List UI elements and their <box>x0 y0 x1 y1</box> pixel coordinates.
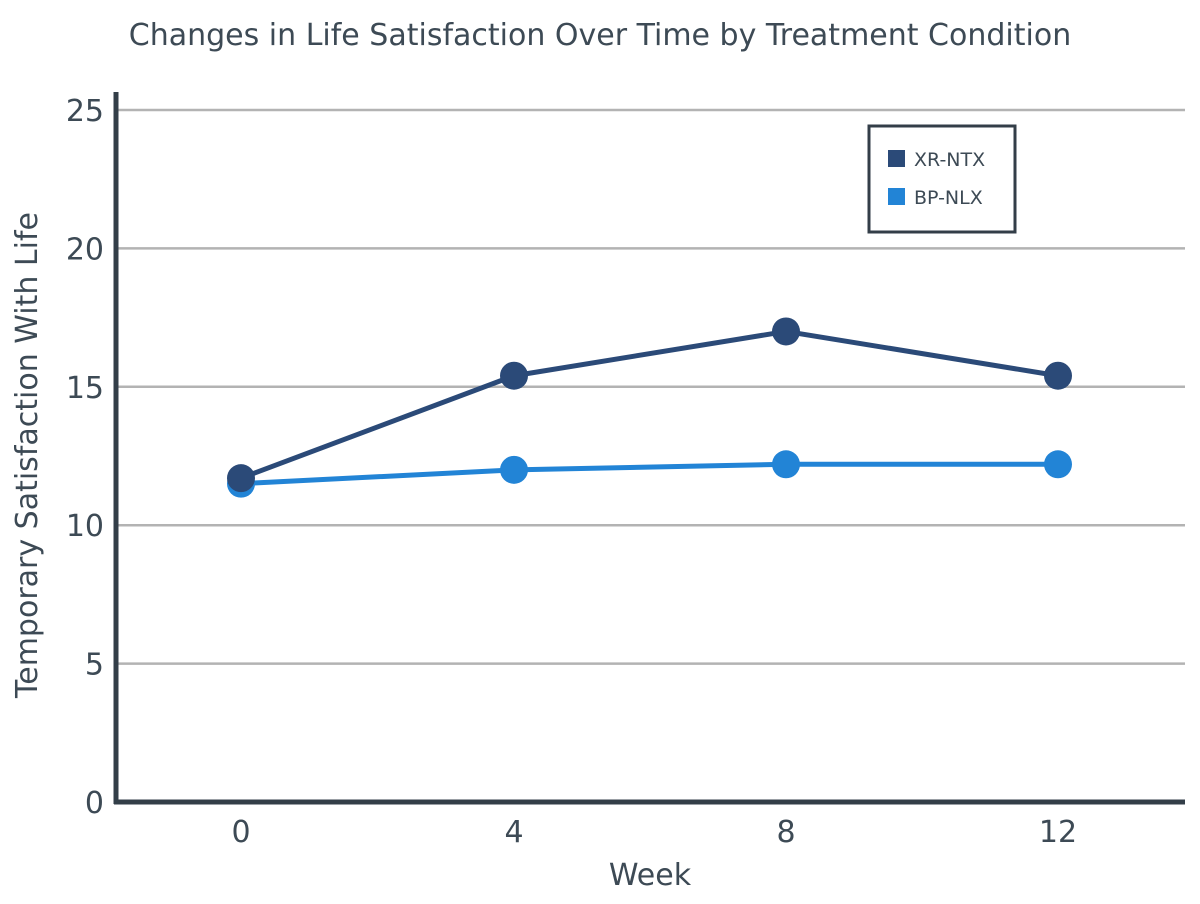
x-tick-label-8: 8 <box>776 815 795 850</box>
x-tick-label-12: 12 <box>1039 815 1077 850</box>
data-point-xr-ntx-week-8 <box>772 317 800 346</box>
series-bp-nlx <box>227 450 1072 498</box>
series-line-bp-nlx <box>240 461 1058 487</box>
y-tick-label-0: 0 <box>85 786 104 821</box>
legend: XR-NTX BP-NLX <box>867 124 1017 234</box>
y-axis-title: Temporary Satisfaction With Life <box>10 212 45 699</box>
y-tick-label-20: 20 <box>66 232 104 267</box>
x-axis-title: Week <box>609 858 692 893</box>
data-series <box>227 317 1072 498</box>
y-tick-label-10: 10 <box>66 509 104 544</box>
series-line-xr-ntx <box>240 328 1059 481</box>
data-point-xr-ntx-week-12 <box>1044 361 1072 390</box>
legend-label-xr-ntx: XR-NTX <box>914 149 985 171</box>
series-xr-ntx <box>227 317 1072 493</box>
y-tick-label-25: 25 <box>66 94 104 129</box>
axes <box>113 92 1185 805</box>
legend-swatch-bp-nlx <box>888 188 905 205</box>
data-point-bp-nlx-week-8 <box>772 450 800 479</box>
legend-swatch-xr-ntx <box>888 150 905 167</box>
y-tick-label-5: 5 <box>85 648 104 683</box>
y-tick-labels: 0 5 10 15 20 25 <box>66 94 104 821</box>
data-point-xr-ntx-week-4 <box>500 361 528 390</box>
y-tick-label-15: 15 <box>66 371 104 406</box>
data-point-bp-nlx-week-4 <box>500 455 528 484</box>
legend-label-bp-nlx: BP-NLX <box>914 187 983 209</box>
chart-title: Changes in Life Satisfaction Over Time b… <box>129 18 1071 53</box>
legend-box <box>867 124 1017 234</box>
x-tick-labels: 0 4 8 12 <box>231 815 1077 850</box>
grid-lines <box>116 108 1185 665</box>
x-tick-label-0: 0 <box>231 815 250 850</box>
data-point-xr-ntx-week-0 <box>227 464 255 493</box>
x-tick-label-4: 4 <box>504 815 523 850</box>
data-point-bp-nlx-week-12 <box>1044 450 1072 479</box>
